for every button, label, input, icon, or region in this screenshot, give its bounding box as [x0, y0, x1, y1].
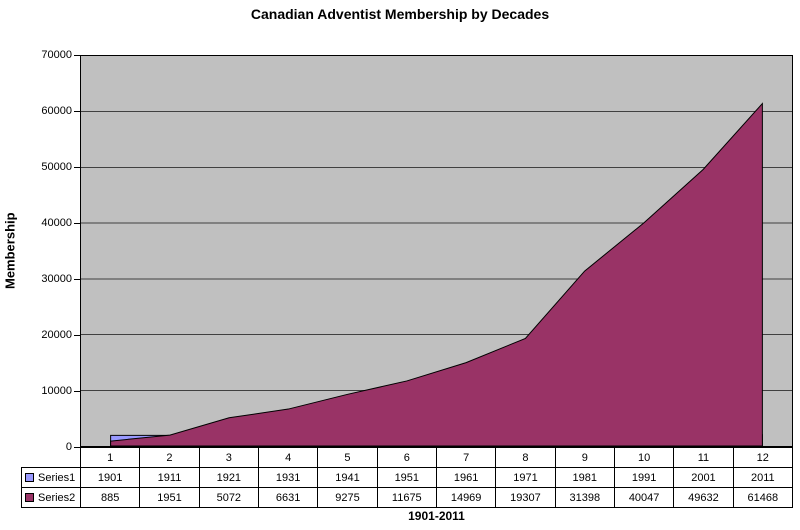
table-cell: 6631	[257, 487, 319, 508]
table-cell: 11675	[376, 487, 437, 508]
table-row-series1: Series1 1901 1911 1921 1931 1941 1951 1961 1971 1…	[21, 467, 794, 488]
table-cell: 40047	[613, 487, 675, 508]
table-cell: 9275	[317, 487, 378, 508]
legend-key-icon	[25, 472, 34, 482]
table-cell: 49632	[673, 487, 734, 508]
table-cell: 1921	[198, 467, 259, 488]
table-cell: 1941	[317, 467, 378, 488]
chart-title: Canadian Adventist Membership by Decades	[250, 6, 550, 22]
category-label: 12	[732, 447, 794, 468]
series-legend-cell: Series2	[21, 487, 81, 508]
table-cell: 1951	[139, 487, 200, 508]
category-label: 8	[495, 447, 556, 468]
table-cell: 1901	[79, 467, 141, 488]
y-axis-tick	[74, 111, 80, 112]
y-axis-tick-label: 20000	[41, 329, 72, 341]
table-cell: 14969	[435, 487, 497, 508]
plot-area	[80, 55, 793, 447]
table-cell: 1951	[376, 467, 437, 488]
category-label: 4	[257, 447, 319, 468]
series-legend-cell: Series1	[21, 467, 81, 488]
table-cell: 61468	[732, 487, 794, 508]
category-label: 11	[673, 447, 734, 468]
table-cell: 2011	[732, 467, 794, 488]
series-name-label: Series1	[38, 471, 76, 484]
y-axis-tick-label: 50000	[41, 161, 72, 173]
table-cell: 5072	[198, 487, 259, 508]
table-cell: 1931	[257, 467, 319, 488]
y-axis-tick	[74, 167, 80, 168]
table-cell: 19307	[495, 487, 556, 508]
legend-key-icon	[25, 492, 34, 502]
y-axis-tick-label: 30000	[41, 273, 72, 285]
series-name-label: Series2	[38, 491, 76, 504]
category-row: 1 2 3 4 5 6 7 8 9 10 11 12	[22, 447, 794, 468]
series2-area	[110, 102, 763, 446]
area-chart	[81, 56, 792, 446]
table-corner-blank	[22, 448, 81, 468]
y-axis-tick-label: 60000	[41, 105, 72, 117]
y-axis-title: Membership	[2, 212, 18, 290]
y-axis-tick	[74, 279, 80, 280]
table-row-series2: Series2 885 1951 5072 6631 9275 11675 14969 1930…	[21, 487, 794, 508]
table-cell: 1981	[554, 467, 615, 488]
category-label: 10	[613, 447, 675, 468]
category-label: 1	[79, 447, 141, 468]
table-cell: 1991	[613, 467, 675, 488]
category-label: 7	[435, 447, 497, 468]
y-axis-tick	[74, 391, 80, 392]
y-axis-tick	[74, 223, 80, 224]
y-axis-tick-label: 40000	[41, 217, 72, 229]
table-cell: 1961	[435, 467, 497, 488]
y-axis-tick-label: 70000	[41, 49, 72, 61]
category-label: 2	[139, 447, 200, 468]
category-label: 3	[198, 447, 259, 468]
category-label: 5	[317, 447, 378, 468]
table-cell: 31398	[554, 487, 615, 508]
y-axis-tick	[74, 447, 80, 448]
y-axis-tick-label: 0	[65, 441, 72, 453]
table-cell: 1911	[139, 467, 200, 488]
table-cell: 885	[79, 487, 141, 508]
table-cell: 1971	[495, 467, 556, 488]
table-cell: 2001	[673, 467, 734, 488]
chart-data-table: 1 2 3 4 5 6 7 8 9 10 11 12 Series1 1901 1911 1921 1931 19…	[21, 447, 794, 508]
category-label: 6	[376, 447, 437, 468]
x-axis-title: 1901-2011	[408, 509, 465, 523]
y-axis-tick	[74, 335, 80, 336]
category-label: 9	[554, 447, 615, 468]
y-axis-tick-label: 10000	[41, 385, 72, 397]
y-axis-tick	[74, 55, 80, 56]
